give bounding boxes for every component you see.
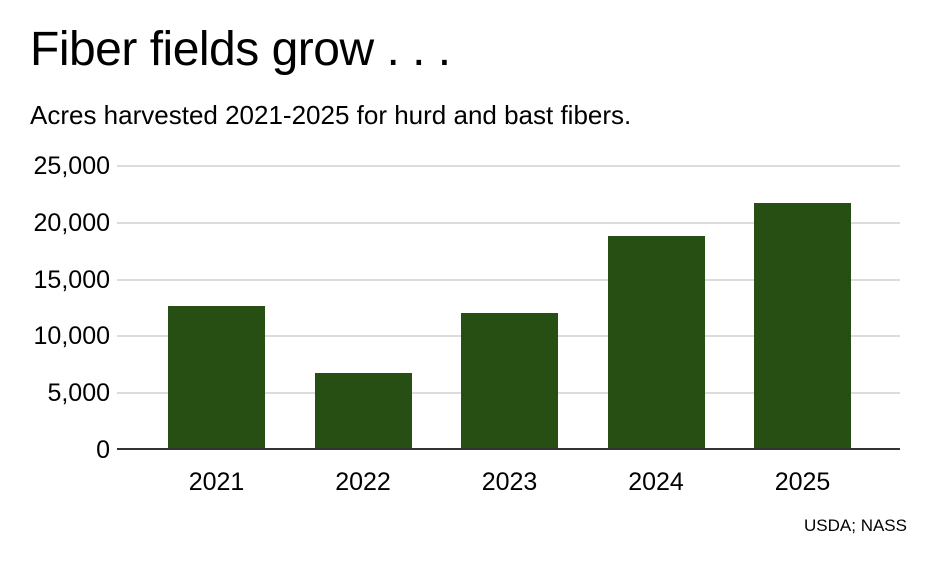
y-tick-label: 5,000 <box>47 379 110 408</box>
x-axis-line <box>117 448 900 450</box>
bars-container <box>168 166 851 450</box>
bar-2024 <box>607 236 705 450</box>
y-tick-label: 0 <box>96 436 110 464</box>
bar-2025 <box>754 203 851 450</box>
bar-2023 <box>461 313 558 450</box>
y-tick-label: 15,000 <box>33 265 110 294</box>
source-attribution: USDA; NASS <box>804 516 907 535</box>
y-tick-label: 10,000 <box>33 322 110 351</box>
x-axis-category-labels: 2021 2022 2023 2024 2025 <box>168 468 851 496</box>
x-label-2025: 2025 <box>774 468 831 496</box>
bar-2022 <box>314 373 412 450</box>
chart-subtitle: Acres harvested 2021-2025 for hurd and b… <box>30 100 632 130</box>
gridline-15000 <box>117 278 900 281</box>
gridline-20000 <box>117 221 900 224</box>
x-label-2022: 2022 <box>335 468 391 496</box>
gridline-25000 <box>117 165 900 167</box>
y-tick-label: 20,000 <box>33 208 110 237</box>
x-label-2024: 2024 <box>628 468 684 496</box>
bar-2021 <box>168 306 265 450</box>
x-label-2023: 2023 <box>481 468 538 496</box>
y-tick-label: 25,000 <box>33 152 110 180</box>
chart-title: Fiber fields grow . . . <box>30 23 451 76</box>
x-label-2021: 2021 <box>188 468 245 496</box>
